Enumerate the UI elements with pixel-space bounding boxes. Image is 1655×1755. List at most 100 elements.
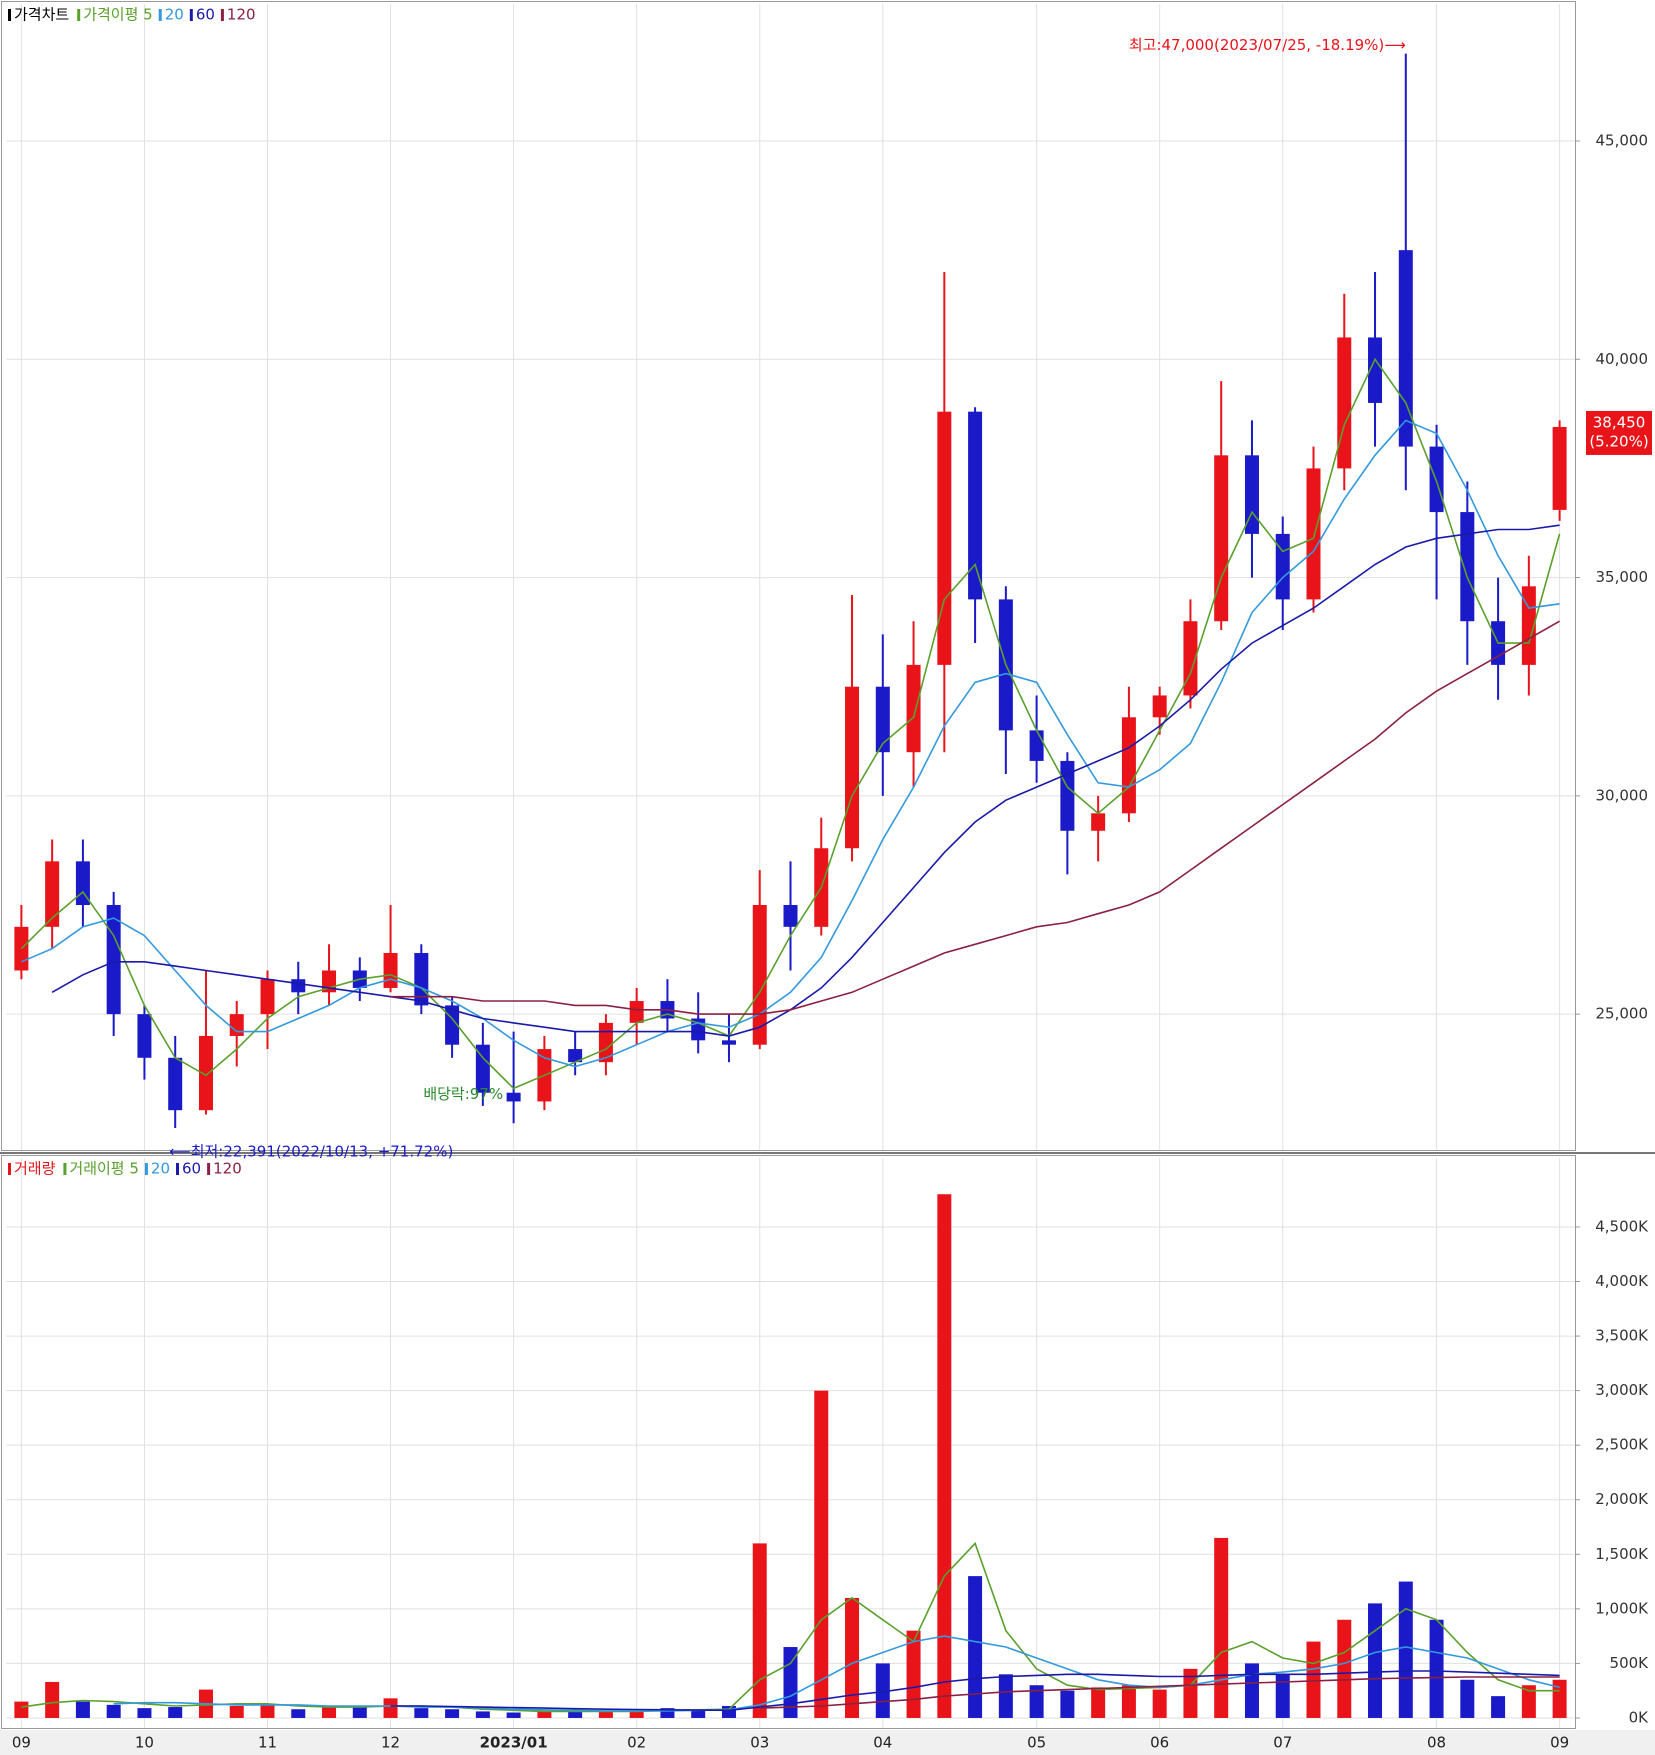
volume-bar	[352, 1705, 367, 1718]
volume-bar	[1429, 1619, 1444, 1718]
candle-body	[260, 979, 275, 1015]
y-tick-label: 3,500K	[1595, 1327, 1649, 1345]
candle-body	[752, 904, 767, 1045]
legend-item: 120	[227, 6, 256, 24]
x-tick-label: 10	[135, 1734, 154, 1752]
legend-swatch	[220, 9, 224, 21]
candle-body	[414, 953, 429, 1006]
volume-bar	[845, 1597, 860, 1718]
candle-body	[291, 979, 306, 993]
y-tick-label: 1,500K	[1595, 1545, 1649, 1563]
candle-body	[1244, 455, 1259, 534]
volume-bar	[1306, 1641, 1321, 1718]
x-tick-label: 12	[381, 1734, 400, 1752]
candle-body	[229, 1014, 244, 1036]
volume-bar	[691, 1710, 706, 1718]
candle-body	[1460, 512, 1475, 622]
candle-body	[721, 1040, 736, 1045]
volume-bar	[506, 1712, 521, 1718]
x-tick-label: 04	[873, 1734, 892, 1752]
last-change: (5.20%)	[1589, 432, 1648, 450]
volume-bar	[106, 1704, 121, 1718]
volume-bar	[875, 1663, 890, 1718]
volume-bar	[45, 1681, 60, 1718]
legend-swatch	[158, 9, 162, 21]
legend-item: 120	[213, 1160, 242, 1178]
candle-body	[198, 1035, 213, 1111]
y-tick-label: 25,000	[1596, 1005, 1649, 1023]
volume-bar	[291, 1709, 306, 1718]
legend-item: 60	[196, 6, 215, 24]
legend-swatch	[189, 9, 193, 21]
candle-body	[598, 1022, 613, 1063]
volume-bar	[229, 1705, 244, 1718]
ma-line	[390, 1670, 1560, 1712]
volume-bar	[75, 1701, 90, 1718]
y-tick-label: 2,000K	[1595, 1490, 1649, 1508]
candle-body	[1091, 813, 1106, 831]
candle-body	[1552, 426, 1567, 510]
y-tick-label: 30,000	[1596, 786, 1649, 804]
candle-body	[383, 953, 398, 988]
candle-body	[1521, 586, 1536, 665]
volume-bar	[1152, 1689, 1167, 1718]
candle-body	[906, 664, 921, 753]
annotation-dividend: 배당락:97%	[423, 1085, 503, 1103]
legend-swatch	[8, 9, 11, 21]
y-tick-label: 35,000	[1596, 568, 1649, 586]
candle-body	[506, 1092, 521, 1102]
last-price: 38,450	[1593, 413, 1646, 431]
legend-item: 60	[182, 1160, 201, 1178]
volume-bar	[937, 1194, 952, 1718]
legend-item: 20	[151, 1160, 170, 1178]
volume-bar	[1121, 1685, 1136, 1718]
volume-bar	[1275, 1674, 1290, 1718]
candle-body	[137, 1014, 152, 1058]
annotation-low: ⟵최저:22,391(2022/10/13, +71.72%)	[169, 1143, 453, 1161]
volume-bar	[537, 1711, 552, 1718]
last-price-box	[1586, 410, 1652, 455]
legend-swatch	[63, 1163, 67, 1175]
x-tick-label: 07	[1273, 1734, 1292, 1752]
volume-bar	[475, 1711, 490, 1718]
y-tick-label: 500K	[1610, 1654, 1650, 1672]
volume-bar	[721, 1705, 736, 1718]
y-tick-label: 45,000	[1596, 131, 1649, 149]
volume-bar	[1337, 1619, 1352, 1718]
volume-bar	[660, 1708, 675, 1718]
x-tick-label: 11	[258, 1734, 277, 1752]
legend-title: 거래량	[14, 1160, 56, 1178]
candle-body	[968, 411, 983, 600]
volume-bar	[1244, 1663, 1259, 1718]
y-tick-label: 4,000K	[1595, 1272, 1649, 1290]
volume-bar	[1091, 1687, 1106, 1718]
x-tick-label: 09	[1550, 1734, 1569, 1752]
y-tick-label: 3,000K	[1595, 1381, 1649, 1399]
volume-bar	[137, 1708, 152, 1718]
ma-line	[21, 419, 1560, 1068]
candle-body	[1121, 717, 1136, 814]
y-tick-label: 2,500K	[1595, 1436, 1649, 1454]
volume-bar	[14, 1701, 29, 1718]
volume-bar	[168, 1707, 183, 1718]
volume-panel-border	[1, 1155, 1576, 1729]
candle-body	[783, 904, 798, 927]
legend-item: 가격이평 5	[83, 6, 153, 24]
x-tick-label: 02	[627, 1734, 646, 1752]
price-panel-border	[1, 1, 1576, 1151]
candle-body	[875, 686, 890, 753]
candle-body	[1368, 337, 1383, 403]
legend-title: 가격차트	[14, 6, 69, 24]
candle-body	[1214, 455, 1229, 622]
candle-body	[1152, 695, 1167, 718]
volume-bar	[752, 1543, 767, 1718]
legend-swatch	[144, 1163, 148, 1175]
legend-item: 20	[165, 6, 184, 24]
volume-bar	[998, 1674, 1013, 1718]
volume-bar	[1214, 1537, 1229, 1718]
y-tick-label: 0K	[1629, 1708, 1650, 1726]
ma-line	[51, 524, 1560, 1037]
volume-bar	[260, 1703, 275, 1718]
volume-bar	[814, 1390, 829, 1718]
candle-body	[629, 1001, 644, 1023]
